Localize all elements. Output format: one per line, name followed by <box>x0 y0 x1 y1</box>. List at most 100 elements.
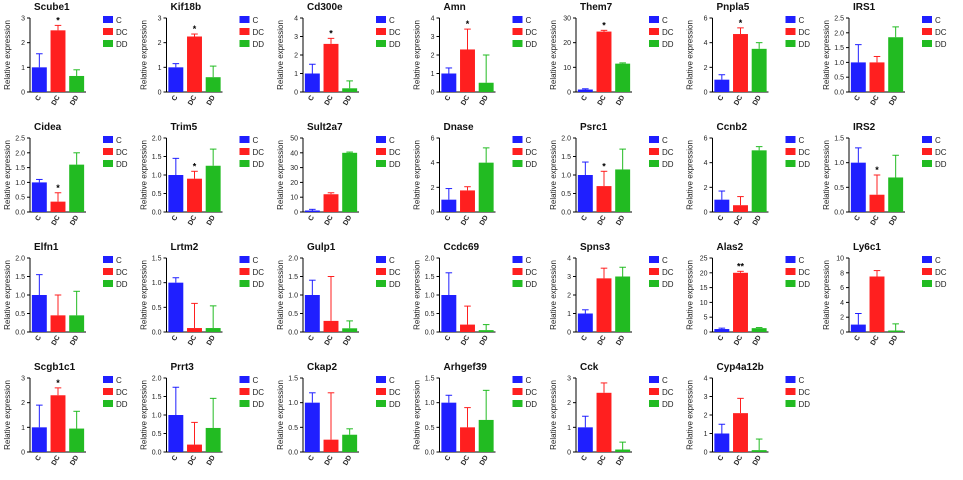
legend-swatch-dc <box>649 28 659 35</box>
bar-c <box>31 67 47 92</box>
significance-marker: * <box>739 18 743 28</box>
legend-label-dd: DD <box>253 40 265 49</box>
legend-swatch-dc <box>785 268 796 275</box>
significance-marker: * <box>56 15 60 25</box>
y-tick-label: 1.5 <box>152 154 162 161</box>
legend-label-dc: DC <box>799 268 811 277</box>
y-tick-label: 20 <box>290 180 298 187</box>
x-category-label: DD <box>342 215 353 227</box>
y-tick-label: 10 <box>836 256 844 263</box>
legend-swatch-dc <box>922 268 932 275</box>
legend-label-c: C <box>526 256 532 265</box>
y-tick-label: 1.5 <box>425 376 435 383</box>
y-tick-label: 2 <box>567 400 571 407</box>
panel-kif18b: Kif18b Relative expression 0 1 2 3 C * DC DD C DC DD <box>140 2 265 107</box>
legend-swatch-c <box>239 16 250 23</box>
x-category-label: DD <box>888 95 899 107</box>
y-tick-label: 1.5 <box>288 376 298 383</box>
bar-dc <box>187 444 202 452</box>
y-tick-label: 0.0 <box>425 450 435 457</box>
y-tick-label: 0.5 <box>561 191 571 198</box>
y-tick-label: 5 <box>704 315 708 322</box>
legend-label-c: C <box>799 256 805 265</box>
legend-swatch-dc <box>103 388 113 395</box>
x-category-label: DC <box>460 95 471 107</box>
chart-title: Scube1 <box>34 2 70 13</box>
x-category-label: DD <box>342 95 353 107</box>
bar-dc <box>50 315 66 332</box>
y-tick-label: 1.0 <box>15 180 25 187</box>
y-tick-label: 1 <box>431 71 435 78</box>
y-axis-label: Relative expression <box>549 380 558 450</box>
y-tick-label: 2.0 <box>152 376 162 383</box>
legend-label-dc: DC <box>253 268 265 277</box>
y-axis-label: Relative expression <box>413 380 422 450</box>
bar-dd <box>342 88 358 92</box>
y-tick-label: 2 <box>704 185 708 192</box>
y-axis-label: Relative expression <box>3 140 12 210</box>
chart-title: Arhgef39 <box>444 362 488 373</box>
legend-label-dd: DD <box>935 280 947 289</box>
legend-swatch-dd <box>922 160 932 167</box>
legend-label-c: C <box>662 136 668 145</box>
y-tick-label: 2.0 <box>561 136 571 143</box>
y-tick-label: 0.0 <box>152 330 162 337</box>
x-category-label: DC <box>597 455 608 467</box>
legend-swatch-dd <box>785 160 796 167</box>
y-axis-label: Relative expression <box>3 380 12 450</box>
x-category-label: DD <box>615 95 626 107</box>
bar-dd <box>615 276 631 332</box>
legend-swatch-dd <box>512 400 523 407</box>
bar-dd <box>342 434 358 452</box>
chart-title: Cd300e <box>307 2 343 13</box>
legend-swatch-dc <box>512 28 523 35</box>
chart-title: Lrtm2 <box>171 242 199 253</box>
x-category-label: DC <box>460 215 471 227</box>
y-axis-label: Relative expression <box>822 260 831 330</box>
x-category-label: C <box>444 335 453 343</box>
bar-c <box>441 295 457 332</box>
y-tick-label: 1.0 <box>561 173 571 180</box>
y-axis-label: Relative expression <box>549 20 558 90</box>
legend-label-dd: DD <box>389 40 401 49</box>
bar-c <box>714 79 730 92</box>
bar-c <box>714 329 730 332</box>
y-tick-label: 2 <box>158 40 162 47</box>
chart-title: Elfn1 <box>34 242 59 253</box>
bar-dc <box>460 49 475 92</box>
legend-swatch-c <box>785 256 796 263</box>
y-tick-label: 10 <box>290 195 298 202</box>
bar-dd <box>751 150 767 212</box>
legend-swatch-dd <box>376 280 386 287</box>
bar-dc <box>323 43 339 92</box>
legend-swatch-dc <box>922 28 932 35</box>
legend-label-c: C <box>389 256 395 265</box>
legend-label-c: C <box>799 136 805 145</box>
bar-c <box>304 210 320 212</box>
legend-swatch-c <box>239 256 250 263</box>
legend-swatch-c <box>922 16 932 23</box>
legend-swatch-dc <box>103 268 113 275</box>
x-category-label: DD <box>206 455 217 467</box>
legend-swatch-dd <box>103 160 113 167</box>
legend-swatch-dc <box>649 388 659 395</box>
y-tick-label: 30 <box>563 16 571 23</box>
legend-swatch-dd <box>649 40 659 47</box>
y-tick-label: 0 <box>704 90 708 97</box>
x-category-label: C <box>717 95 726 103</box>
bar-dc <box>323 439 339 452</box>
y-tick-label: 8 <box>840 270 844 277</box>
legend-swatch-dc <box>649 148 659 155</box>
y-tick-label: 0.0 <box>834 90 844 97</box>
legend-swatch-c <box>239 136 250 143</box>
x-category-label: DD <box>615 335 626 347</box>
panel-spns3: Spns3 Relative expression 0 1 2 3 4 C DC DD C DC DD <box>549 242 674 347</box>
bar-dc <box>460 190 475 212</box>
x-category-label: DD <box>206 215 217 227</box>
y-tick-label: 1.0 <box>288 400 298 407</box>
y-tick-label: 0.5 <box>288 425 298 432</box>
legend-label-c: C <box>253 376 259 385</box>
legend-label-dc: DC <box>799 148 811 157</box>
y-tick-label: 20 <box>563 40 571 47</box>
